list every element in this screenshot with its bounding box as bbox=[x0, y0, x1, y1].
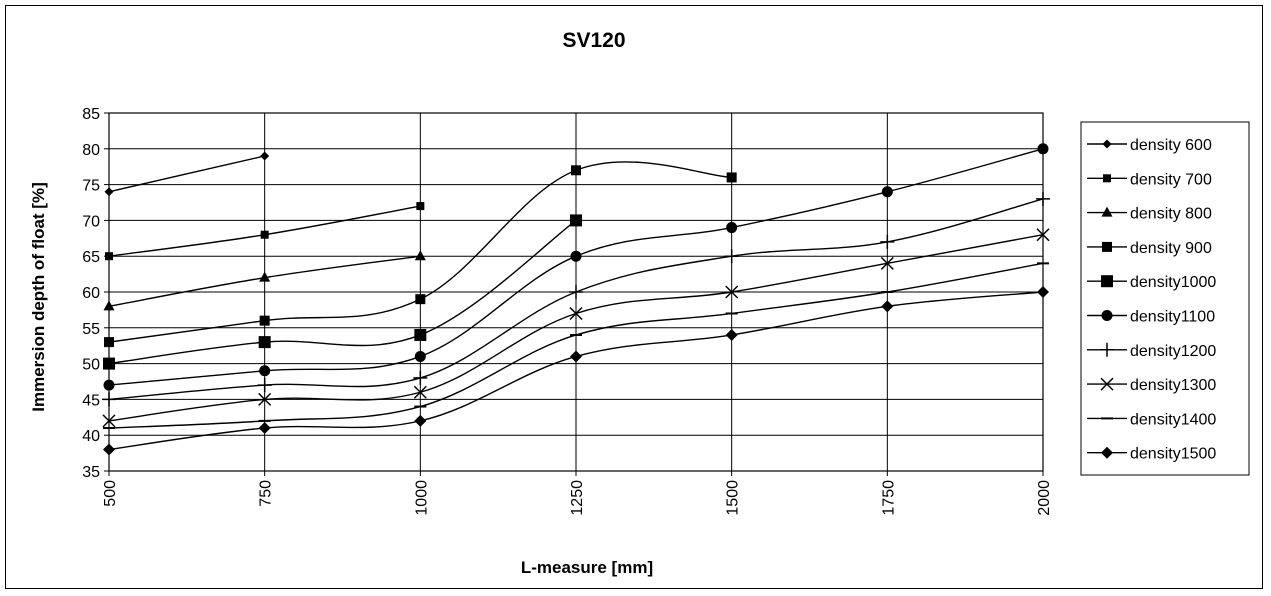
data-point bbox=[259, 315, 270, 326]
legend-item: density 800 bbox=[1087, 206, 1212, 223]
x-tick-label: 500 bbox=[102, 480, 119, 507]
chart-svg: SV120 L-measure [mm] Immersion depth of … bbox=[29, 29, 1250, 577]
data-point bbox=[413, 385, 427, 399]
data-point bbox=[257, 378, 272, 393]
y-tick-label: 35 bbox=[82, 464, 100, 481]
data-point bbox=[258, 392, 272, 406]
legend-item: density1400 bbox=[1087, 411, 1216, 428]
data-point bbox=[726, 172, 737, 183]
legend-item: density 600 bbox=[1087, 137, 1212, 154]
data-point bbox=[725, 285, 739, 299]
y-tick-label: 65 bbox=[82, 249, 100, 266]
data-point bbox=[259, 365, 271, 377]
legend-label: density 600 bbox=[1130, 137, 1212, 154]
data-point bbox=[880, 234, 895, 249]
chart-title: SV120 bbox=[562, 29, 625, 52]
data-point bbox=[881, 300, 894, 313]
data-point bbox=[569, 285, 583, 299]
data-point bbox=[726, 222, 738, 234]
x-tick-label: 1750 bbox=[880, 480, 897, 516]
data-point bbox=[416, 202, 425, 211]
data-point bbox=[414, 414, 427, 427]
legend-item: density1500 bbox=[1087, 446, 1216, 463]
legend-label: density1500 bbox=[1130, 446, 1216, 463]
data-point bbox=[569, 306, 583, 321]
plot-area-border bbox=[108, 112, 1044, 472]
y-tick-label: 75 bbox=[82, 178, 100, 195]
legend: density 600 density 700 density 800 density… bbox=[1080, 121, 1250, 476]
x-tick-label: 1000 bbox=[413, 480, 430, 516]
legend-marker bbox=[1100, 342, 1114, 357]
y-tick-label: 85 bbox=[82, 106, 100, 123]
legend-item: density 900 bbox=[1087, 240, 1212, 257]
legend-label: density1300 bbox=[1130, 377, 1216, 394]
legend-marker bbox=[1102, 139, 1112, 149]
data-point bbox=[258, 422, 271, 435]
data-point bbox=[881, 186, 893, 198]
legend-marker bbox=[1103, 174, 1111, 183]
series-3 bbox=[103, 250, 426, 311]
data-point bbox=[570, 350, 582, 363]
series-line bbox=[108, 155, 265, 193]
series-1 bbox=[104, 151, 270, 197]
legend-label: density 700 bbox=[1130, 171, 1212, 188]
data-point bbox=[260, 230, 269, 239]
series-line bbox=[108, 219, 577, 365]
legend-label: density1400 bbox=[1130, 411, 1216, 428]
x-tick-label: 750 bbox=[258, 480, 275, 507]
series-layer bbox=[102, 143, 1050, 456]
legend-label: density 900 bbox=[1130, 240, 1212, 257]
legend-marker bbox=[1101, 310, 1113, 321]
data-point bbox=[414, 350, 426, 362]
data-point bbox=[415, 294, 426, 305]
legend-item: density 700 bbox=[1087, 171, 1212, 188]
legend-item: density1100 bbox=[1087, 309, 1215, 326]
y-tick-label: 60 bbox=[82, 285, 100, 302]
series-6 bbox=[103, 143, 1049, 391]
data-point bbox=[724, 249, 739, 264]
x-tick-label: 2000 bbox=[1036, 480, 1053, 516]
data-point bbox=[570, 214, 582, 227]
data-point bbox=[570, 250, 582, 262]
legend-label: density1200 bbox=[1130, 343, 1216, 360]
data-point bbox=[259, 271, 271, 282]
legend-marker bbox=[1101, 275, 1113, 288]
data-point bbox=[414, 250, 426, 261]
legend-marker bbox=[1101, 446, 1113, 459]
legend-label: density1100 bbox=[1130, 309, 1215, 326]
y-tick-label: 40 bbox=[82, 428, 100, 445]
data-point bbox=[413, 370, 428, 385]
legend-item: density1200 bbox=[1087, 343, 1216, 360]
legend-marker bbox=[1101, 206, 1113, 217]
legend-item: density1000 bbox=[1087, 274, 1216, 291]
legend-marker bbox=[1102, 241, 1112, 252]
data-point bbox=[260, 151, 270, 161]
x-axis-label: L-measure [mm] bbox=[521, 558, 653, 577]
axis-layer: 35 40 45 50 55 60 65 70 75 80 85 500 750 1000 1250 1500… bbox=[82, 106, 1053, 516]
data-point bbox=[725, 328, 738, 341]
y-tick-label: 50 bbox=[82, 357, 100, 374]
legend-item: density1300 bbox=[1087, 377, 1216, 394]
data-point bbox=[414, 328, 427, 341]
series-8 bbox=[102, 228, 1050, 428]
data-point bbox=[571, 165, 581, 176]
data-point bbox=[258, 336, 271, 349]
y-tick-label: 80 bbox=[82, 142, 100, 159]
data-point bbox=[880, 256, 894, 270]
legend-marker bbox=[1100, 377, 1114, 391]
chart-frame: SV120 L-measure [mm] Immersion depth of … bbox=[5, 5, 1263, 589]
legend-label: density1000 bbox=[1130, 274, 1216, 291]
y-tick-label: 45 bbox=[82, 392, 100, 409]
x-tick-label: 1500 bbox=[725, 480, 742, 516]
legend-label: density 800 bbox=[1130, 206, 1212, 223]
x-tick-label: 1250 bbox=[569, 480, 586, 516]
y-tick-label: 55 bbox=[82, 321, 100, 338]
y-tick-label: 70 bbox=[82, 213, 100, 230]
y-axis-label: Immersion depth of float [%] bbox=[29, 182, 48, 412]
